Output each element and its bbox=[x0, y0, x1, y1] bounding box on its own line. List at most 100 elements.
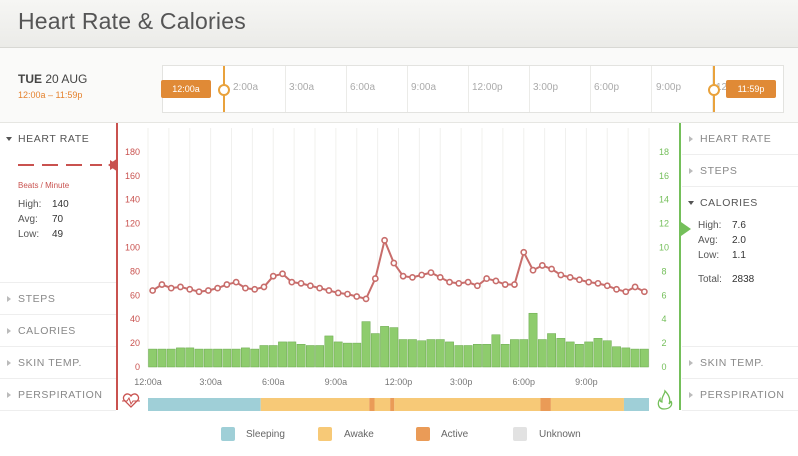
sidebar-item-perspiration[interactable]: PERSPIRATION bbox=[0, 379, 116, 411]
sidebar-item-steps-right[interactable]: STEPS bbox=[682, 155, 798, 187]
left-pointer-icon bbox=[108, 158, 118, 172]
sidebar-item-perspiration-right[interactable]: PERSPIRATION bbox=[682, 379, 798, 411]
hr-high-label: High: bbox=[18, 199, 42, 210]
cal-high-label: High: bbox=[698, 220, 722, 231]
heart-rate-point bbox=[306, 282, 314, 290]
x-axis-tick-label: 9:00a bbox=[325, 377, 348, 387]
heart-rate-point bbox=[446, 278, 453, 286]
timeline-tick bbox=[468, 66, 469, 112]
timeline-start-knob[interactable] bbox=[218, 84, 230, 96]
legend-swatch-awake bbox=[318, 427, 332, 441]
heart-rate-point bbox=[362, 295, 370, 303]
chevron-right-icon bbox=[7, 328, 11, 334]
calorie-bar bbox=[454, 345, 464, 368]
hr-high-value: 140 bbox=[52, 199, 69, 210]
calorie-bar bbox=[435, 339, 445, 368]
date-value: 20 AUG bbox=[45, 72, 88, 86]
heart-rate-point bbox=[640, 288, 648, 296]
right-metric-panel: HEART RATE STEPS CALORIES High: 7.6 Avg:… bbox=[682, 123, 798, 411]
timeline-start-handle[interactable]: 12:00a bbox=[161, 80, 211, 98]
heart-rate-point bbox=[232, 278, 240, 286]
heart-rate-calories-chart[interactable]: 0 20 40 60 80 100 120 140 160 180 0 2 4 6 8 10 12 14 16 18 1… bbox=[118, 123, 679, 412]
heart-rate-point bbox=[158, 281, 166, 288]
calorie-bar bbox=[630, 348, 640, 368]
calorie-bar bbox=[231, 348, 241, 368]
left-axis-tick-label: 120 bbox=[125, 219, 140, 229]
chevron-right-icon bbox=[7, 360, 11, 366]
x-axis-tick-label: 6:00p bbox=[512, 377, 535, 387]
heart-rate-point bbox=[251, 285, 259, 293]
calorie-bar bbox=[222, 348, 232, 368]
hr-low-label: Low: bbox=[18, 229, 40, 240]
calorie-bar bbox=[565, 341, 575, 368]
right-axis-tick-label: 8 bbox=[661, 266, 666, 276]
calorie-bar bbox=[278, 341, 287, 368]
calorie-bar bbox=[185, 347, 195, 368]
timeline-end-handle[interactable]: 11:59p bbox=[726, 80, 776, 98]
timeline-label: 3:00a bbox=[289, 82, 315, 93]
heart-rate-unit: Beats / Minute bbox=[18, 181, 70, 190]
calorie-bar bbox=[352, 342, 362, 368]
calorie-bar bbox=[380, 326, 389, 368]
sidebar-item-calories-right[interactable]: CALORIES bbox=[682, 187, 798, 347]
calorie-bar bbox=[593, 338, 603, 368]
cal-low-label: Low: bbox=[698, 250, 720, 261]
right-axis-tick-label: 18 bbox=[659, 147, 669, 157]
sidebar-item-calories[interactable]: CALORIES bbox=[0, 315, 116, 347]
heart-rate-point bbox=[603, 282, 611, 290]
heart-rate-point bbox=[325, 287, 333, 294]
calorie-bar bbox=[612, 346, 621, 368]
date-label[interactable]: TUE 20 AUG bbox=[18, 72, 87, 86]
cal-low-value: 1.1 bbox=[732, 250, 746, 261]
sidebar-item-steps[interactable]: STEPS bbox=[0, 283, 116, 315]
chevron-right-icon bbox=[689, 360, 693, 366]
left-axis-tick-label: 40 bbox=[130, 314, 140, 324]
heart-rate-point bbox=[214, 284, 221, 292]
timeline-end-knob[interactable] bbox=[708, 84, 720, 96]
date-weekday: TUE bbox=[18, 72, 42, 86]
x-axis-tick-label: 3:00a bbox=[199, 377, 222, 387]
x-axis-tick-label: 9:00p bbox=[575, 377, 598, 387]
timeline-label-partial: 12 bbox=[716, 82, 728, 93]
hr-low-value: 49 bbox=[52, 229, 64, 240]
timeline-scrubber[interactable]: 2:00a 3:00a 6:00a 9:00a 12:00p 3:00p 6:0… bbox=[161, 65, 784, 113]
sidebar-item-heart-rate[interactable]: HEART RATE bbox=[0, 123, 116, 283]
calorie-bars bbox=[148, 312, 649, 368]
sidebar-item-skin-temp[interactable]: SKIN TEMP. bbox=[0, 347, 116, 379]
heart-rate-point bbox=[511, 281, 518, 288]
left-axis-tick-label: 60 bbox=[130, 290, 140, 300]
calorie-bar bbox=[417, 340, 427, 368]
sidebar-item-label: CALORIES bbox=[18, 325, 76, 337]
legend-label-unknown: Unknown bbox=[539, 429, 581, 440]
sidebar-item-skin-temp-right[interactable]: SKIN TEMP. bbox=[682, 347, 798, 379]
x-axis-tick-label: 6:00a bbox=[262, 377, 285, 387]
sidebar-item-label: PERSPIRATION bbox=[700, 389, 785, 401]
left-axis-tick-label: 0 bbox=[135, 362, 140, 372]
calorie-bar bbox=[584, 341, 594, 368]
heart-rate-point bbox=[427, 269, 435, 276]
heart-icon bbox=[122, 393, 140, 408]
heart-rate-point bbox=[167, 284, 175, 292]
timeline-label: 12:00p bbox=[472, 82, 503, 93]
sidebar-item-heart-rate-right[interactable]: HEART RATE bbox=[682, 123, 798, 155]
legend bbox=[0, 412, 798, 456]
hr-avg-label: Avg: bbox=[18, 214, 38, 225]
chevron-down-icon bbox=[6, 137, 12, 141]
sidebar-item-label: HEART RATE bbox=[700, 133, 772, 145]
right-axis-tick-label: 12 bbox=[659, 219, 669, 229]
heart-rate-point bbox=[548, 265, 555, 273]
chevron-right-icon bbox=[689, 136, 693, 142]
calorie-bar bbox=[157, 348, 167, 368]
right-axis-tick-label: 4 bbox=[661, 314, 666, 324]
right-axis-border bbox=[679, 123, 681, 410]
heart-rate-point bbox=[409, 273, 416, 281]
legend-swatch-sleeping bbox=[221, 427, 235, 441]
cal-avg-value: 2.0 bbox=[732, 235, 746, 246]
timeline-tick bbox=[529, 66, 530, 112]
heart-rate-point bbox=[418, 271, 426, 279]
left-axis-tick-label: 180 bbox=[125, 147, 140, 157]
calorie-bar bbox=[491, 334, 501, 368]
chevron-right-icon bbox=[7, 392, 11, 398]
calorie-bar bbox=[426, 339, 436, 368]
legend-label-active: Active bbox=[441, 429, 469, 440]
